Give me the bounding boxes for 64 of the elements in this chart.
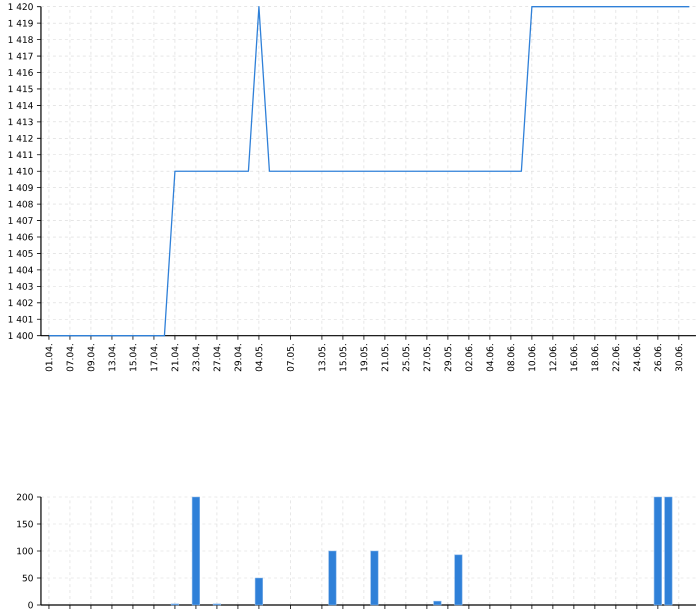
- x-tick-label: 09.04.: [88, 344, 94, 372]
- y-tick-label: 1 410: [8, 168, 33, 175]
- bar: [654, 496, 662, 606]
- y-tick-label: 1 418: [8, 36, 33, 44]
- y-tick-label: 1 407: [8, 217, 33, 224]
- y-tick-label: 1 415: [8, 86, 33, 92]
- x-tick-label: 29.04.: [234, 344, 242, 372]
- y-tick-label: 1 413: [8, 118, 33, 126]
- y-tick-label: 1 411: [8, 152, 33, 158]
- y-tick-label: 1 401: [8, 316, 33, 323]
- x-tick-label: 27.04.: [214, 344, 220, 372]
- y-tick-label: 0: [28, 602, 33, 608]
- x-tick-label: 29.05.: [444, 344, 452, 372]
- y-tick-label: 1 406: [8, 234, 33, 240]
- x-tick-label: 26.06.: [654, 344, 662, 372]
- x-tick-label: 04.06.: [486, 344, 494, 372]
- y-tick-label: 1 420: [8, 3, 33, 10]
- x-tick-label: 01.04.: [46, 344, 52, 372]
- x-tick-label: 24.06.: [633, 344, 640, 372]
- y-tick-label: 1 409: [8, 184, 33, 192]
- x-tick-label: 15.05.: [339, 344, 346, 371]
- y-tick-label: 1 417: [8, 52, 33, 60]
- x-tick-label: 16.06.: [570, 344, 578, 371]
- x-tick-label: 27.05.: [423, 344, 430, 372]
- bar: [664, 496, 672, 606]
- bar: [433, 601, 442, 606]
- x-tick-label: 19.05.: [360, 344, 368, 371]
- y-tick-label: 1 414: [8, 102, 33, 109]
- y-tick-label: 1 412: [8, 135, 33, 142]
- x-tick-label: 17.04.: [150, 344, 158, 371]
- bar: [328, 550, 336, 606]
- x-tick-label: 08.06.: [507, 344, 514, 372]
- y-tick-label: 100: [17, 548, 33, 554]
- x-tick-label: 02.06.: [465, 344, 472, 372]
- x-tick-label: 23.04.: [192, 344, 200, 372]
- x-tick-label: 30.06.: [675, 344, 682, 372]
- y-tick-label: 1 408: [8, 200, 33, 208]
- y-tick-label: 1 403: [8, 283, 33, 290]
- y-tick-label: 1 400: [8, 332, 33, 340]
- y-tick-label: 50: [22, 574, 33, 582]
- bar: [254, 578, 263, 606]
- y-tick-label: 1 405: [8, 250, 33, 257]
- x-tick-label: 12.06.: [549, 344, 556, 371]
- y-tick-label: 1 416: [8, 69, 33, 76]
- y-tick-label: 1 419: [8, 20, 33, 27]
- x-tick-label: 13.05.: [318, 344, 326, 371]
- x-tick-label: 21.05.: [381, 344, 388, 372]
- bar: [370, 550, 378, 606]
- x-tick-label: 25.05.: [402, 344, 410, 372]
- y-tick-label: 1 402: [8, 299, 33, 306]
- bar: [454, 554, 462, 606]
- y-tick-label: 200: [16, 494, 33, 500]
- x-tick-label: 15.04.: [130, 344, 136, 371]
- x-tick-label: 10.06.: [528, 344, 536, 371]
- y-tick-label: 1 404: [8, 266, 33, 274]
- x-tick-label: 18.06.: [591, 344, 598, 371]
- x-tick-label: 22.06.: [612, 344, 620, 372]
- bar: [192, 496, 200, 606]
- x-tick-label: 04.05.: [256, 344, 262, 372]
- x-tick-label: 07.04.: [66, 344, 74, 372]
- y-tick-label: 150: [17, 520, 33, 528]
- x-tick-label: 21.04.: [172, 344, 178, 372]
- x-tick-label: 13.04.: [108, 344, 116, 371]
- x-tick-label: 07.05.: [287, 344, 294, 372]
